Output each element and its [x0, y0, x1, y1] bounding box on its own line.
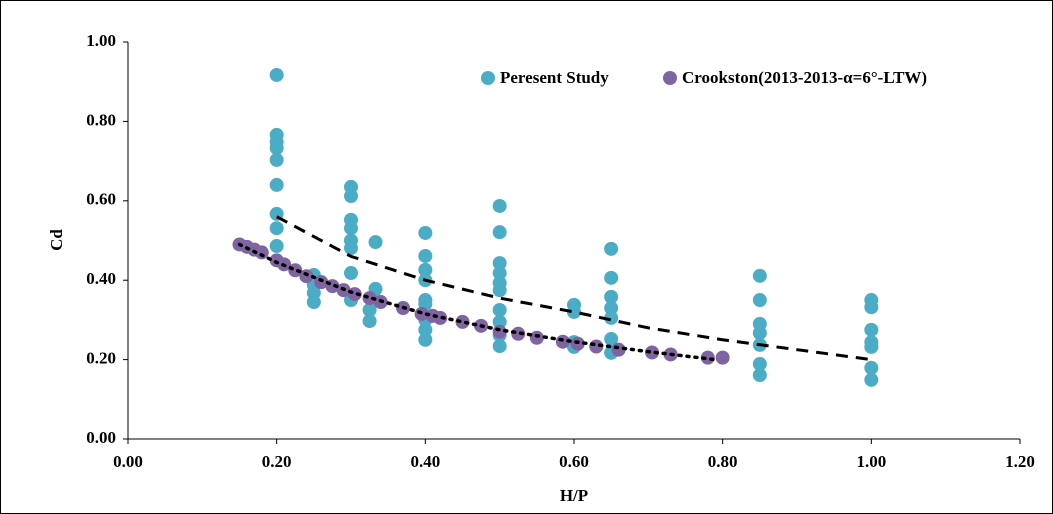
- data-point: [254, 245, 269, 260]
- data-point: [511, 326, 526, 341]
- data-point: [864, 372, 879, 387]
- data-point: [433, 310, 448, 325]
- data-point: [344, 221, 358, 236]
- data-point: [492, 302, 507, 317]
- data-point: [344, 266, 358, 281]
- legend-label: Peresent Study: [500, 68, 609, 87]
- legend-marker: [663, 71, 677, 85]
- data-point: [455, 314, 470, 329]
- data-point: [492, 256, 507, 271]
- data-point: [269, 221, 284, 236]
- data-point: [269, 239, 284, 254]
- data-point: [604, 289, 619, 304]
- data-point: [314, 275, 329, 290]
- trendline: [275, 215, 872, 362]
- data-point: [604, 241, 619, 256]
- data-point: [368, 235, 383, 250]
- data-point: [492, 198, 507, 213]
- data-point: [362, 314, 377, 329]
- y-tick-label: 1.00: [86, 31, 116, 50]
- data-point: [492, 266, 507, 281]
- y-tick-label: 0.40: [86, 269, 116, 288]
- data-point: [604, 270, 619, 285]
- data-point: [715, 350, 730, 365]
- x-axis-label: H/P: [560, 486, 588, 505]
- data-point: [418, 225, 433, 240]
- data-point: [492, 314, 507, 329]
- x-tick-label: 1.00: [856, 452, 886, 471]
- x-tick-label: 0.20: [262, 452, 292, 471]
- data-point: [492, 283, 507, 298]
- data-point: [306, 295, 321, 310]
- y-tick-label: 0.20: [86, 349, 116, 368]
- data-point: [492, 225, 507, 240]
- y-tick-label: 0.60: [86, 190, 116, 209]
- data-point: [752, 326, 767, 341]
- data-point: [700, 350, 715, 365]
- data-point: [344, 241, 358, 256]
- x-tick-label: 0.60: [559, 452, 589, 471]
- data-point: [492, 339, 507, 354]
- data-point: [269, 67, 284, 82]
- data-point: [752, 368, 767, 383]
- data-point: [269, 140, 284, 155]
- data-point: [418, 262, 433, 277]
- trendline: [237, 242, 717, 362]
- data-point: [362, 291, 377, 306]
- data-point: [418, 332, 433, 347]
- data-point: [604, 310, 619, 325]
- data-point: [752, 268, 767, 283]
- data-point: [604, 300, 619, 315]
- data-point: [752, 356, 767, 371]
- data-point: [604, 331, 619, 346]
- x-tick-label: 0.00: [113, 452, 143, 471]
- y-axis-label: Cd: [47, 229, 66, 251]
- data-point: [418, 322, 433, 337]
- legend-marker: [481, 71, 495, 85]
- data-point: [299, 269, 314, 284]
- data-point: [864, 322, 879, 337]
- data-point: [864, 300, 879, 315]
- data-point: [864, 360, 879, 375]
- y-tick-label: 0.80: [86, 110, 116, 129]
- data-point: [529, 330, 544, 345]
- x-tick-label: 0.40: [410, 452, 440, 471]
- data-point: [269, 152, 284, 167]
- y-tick-label: 0.00: [86, 428, 116, 447]
- data-point: [752, 293, 767, 308]
- x-tick-label: 0.80: [708, 452, 738, 471]
- x-tick-label: 1.20: [1005, 452, 1035, 471]
- data-point: [864, 339, 879, 354]
- data-point: [418, 248, 433, 263]
- data-point: [645, 345, 660, 360]
- data-point: [567, 304, 581, 319]
- data-point: [269, 177, 284, 192]
- data-point: [344, 189, 358, 204]
- legend-label: Crookston(2013-2013-α=6°-LTW): [682, 68, 927, 87]
